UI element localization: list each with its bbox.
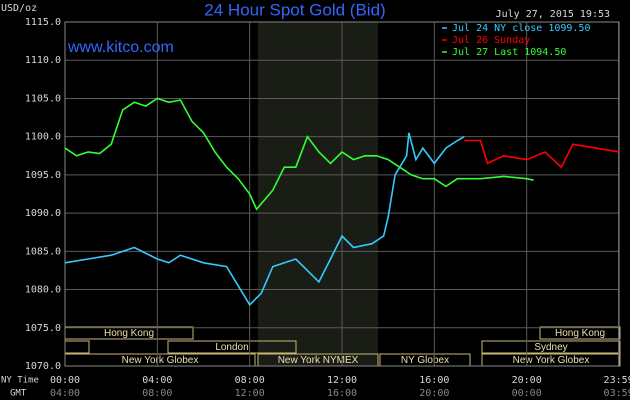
y-tick-label: 1115.0: [25, 17, 61, 28]
session-label: New York NYMEX: [278, 355, 359, 366]
legend-label: Jul 24 NY close 1099.50: [452, 23, 590, 34]
legend-label: Jul 26 Sunday: [452, 35, 530, 46]
plot-frame: [64, 21, 620, 367]
timestamp: July 27, 2015 19:53: [496, 9, 610, 20]
x-axis-label: NY Time: [1, 376, 39, 386]
x-tick-label: 12:00: [327, 375, 357, 386]
session-box: [167, 340, 297, 354]
series-line: [464, 139, 620, 169]
session-label: London: [215, 342, 248, 353]
x-tick-label: 08:00: [235, 375, 265, 386]
chart-title: 24 Hour Spot Gold (Bid): [204, 0, 385, 19]
session-label: New York Globex: [122, 355, 199, 366]
session-label: New York Globex: [513, 355, 590, 366]
y-tick-label: 1105.0: [25, 93, 61, 104]
x2-tick-label: 04:00: [50, 388, 80, 399]
session-label: Sydney: [534, 342, 567, 353]
y-tick-label: 1100.0: [25, 132, 61, 143]
session-label: NY Globex: [401, 355, 449, 366]
session-box: [64, 340, 90, 354]
y-tick-label: 1090.0: [25, 208, 61, 219]
nymex-shade: [258, 22, 378, 366]
x-tick-label: 04:00: [142, 375, 172, 386]
x2-tick-label: 08:00: [142, 388, 172, 399]
x-tick-label: 20:00: [512, 375, 542, 386]
x2-tick-label: 20:00: [419, 388, 449, 399]
y-tick-label: 1070.0: [25, 361, 61, 372]
x-tick-label: 16:00: [419, 375, 449, 386]
x2-axis-label: GMT: [10, 389, 27, 399]
session-label: Hong Kong: [555, 328, 605, 339]
session-label: Hong Kong: [104, 328, 154, 339]
y-tick-label: 1095.0: [25, 170, 61, 181]
sessions: Hong Kong London New York Globex New York N…: [64, 326, 621, 367]
session-box: [539, 326, 621, 340]
y-tick-label: 1085.0: [25, 246, 61, 257]
y-tick-label: 1110.0: [25, 55, 61, 66]
site-url: www.kitco.com: [67, 39, 174, 56]
legend-label: Jul 27 Last 1094.50: [452, 47, 566, 58]
x2-tick-label: 00:00: [512, 388, 542, 399]
y-tick-label: 1080.0: [25, 285, 61, 296]
x-tick-label: 23:59: [604, 375, 630, 386]
x2-tick-label: 16:00: [327, 388, 357, 399]
series-line: [64, 97, 534, 211]
session-box: [481, 340, 621, 354]
x2-tick-label: 03:59: [604, 388, 630, 399]
y-axis-label: USD/oz: [1, 3, 37, 14]
x-tick-label: 00:00: [50, 375, 80, 386]
series-line: [64, 132, 465, 307]
y-tick-label: 1075.0: [25, 323, 61, 334]
x2-tick-label: 12:00: [235, 388, 265, 399]
